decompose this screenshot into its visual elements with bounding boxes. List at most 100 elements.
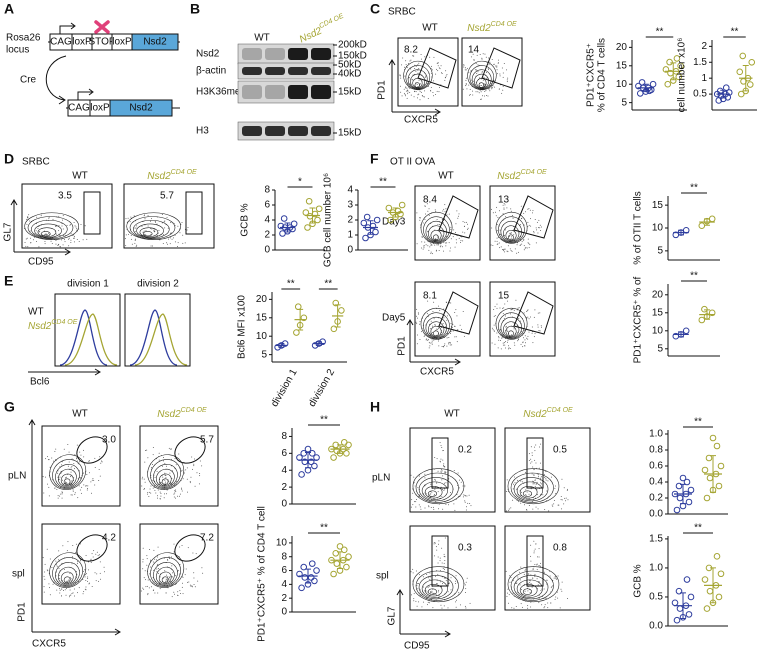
blot-band <box>288 126 308 136</box>
gate-value: 0.3 <box>458 543 472 554</box>
event-dot <box>457 472 459 474</box>
event-dot <box>438 340 440 342</box>
data-point <box>675 482 683 490</box>
event-dot <box>512 488 514 490</box>
event-dot <box>156 470 158 472</box>
event-dot <box>419 91 421 93</box>
event-dot <box>464 232 466 234</box>
event-dot <box>524 590 526 592</box>
event-dot <box>150 485 152 487</box>
event-dot <box>460 241 462 243</box>
event-dot <box>427 339 429 341</box>
event-dot <box>545 598 547 600</box>
event-dot <box>481 71 483 73</box>
event-dot <box>540 566 542 568</box>
event-dot <box>452 236 454 238</box>
event-dot <box>72 234 74 236</box>
event-dot <box>144 218 146 220</box>
event-dot <box>464 501 466 503</box>
event-dot <box>524 569 526 571</box>
flow-frame <box>409 427 496 513</box>
event-dot <box>433 80 435 82</box>
data-point <box>304 445 312 453</box>
event-dot <box>530 446 532 448</box>
event-dot <box>445 503 447 505</box>
event-dot <box>410 94 412 96</box>
event-dot <box>147 225 149 227</box>
event-dot <box>485 56 487 58</box>
event-dot <box>504 251 506 253</box>
event-dot <box>165 481 167 483</box>
event-dot <box>150 245 152 247</box>
event-dot <box>567 597 569 599</box>
event-dot <box>444 577 446 579</box>
event-dot <box>442 508 444 510</box>
event-dot <box>173 591 175 593</box>
axis-arrow <box>406 319 414 362</box>
event-dot <box>144 233 146 235</box>
event-dot <box>419 589 421 591</box>
event-dot <box>499 73 501 75</box>
event-dot <box>400 77 402 79</box>
event-dot <box>69 596 71 598</box>
event-dot <box>88 561 90 563</box>
event-dot <box>55 243 57 245</box>
event-dot <box>143 488 145 490</box>
event-dot <box>399 75 401 77</box>
event-dot <box>493 324 495 326</box>
event-dot <box>464 221 466 223</box>
blot-strip <box>237 121 335 141</box>
event-dot <box>24 242 26 244</box>
event-dot <box>68 238 70 240</box>
event-dot <box>186 229 188 231</box>
event-dot <box>508 347 510 349</box>
event-dot <box>537 476 539 478</box>
event-dot <box>498 242 500 244</box>
event-dot <box>55 240 57 242</box>
event-dot <box>432 588 434 590</box>
event-dot <box>162 476 164 478</box>
blot-row-label: H3K36me2 <box>196 87 246 98</box>
data-point <box>685 498 693 506</box>
event-dot <box>201 567 203 569</box>
event-dot <box>68 451 70 453</box>
event-dot <box>406 87 408 89</box>
event-dot <box>434 244 436 246</box>
event-dot <box>523 238 525 240</box>
gate-value: 0.8 <box>553 543 567 554</box>
event-dot <box>527 238 529 240</box>
event-dot <box>183 472 185 474</box>
flow-plot <box>397 37 459 107</box>
event-dot <box>513 342 515 344</box>
contour <box>55 561 80 586</box>
event-dot <box>79 560 81 562</box>
event-dot <box>516 252 518 254</box>
event-dot <box>441 607 443 609</box>
event-dot <box>418 79 420 81</box>
construct-label: Nsd2 <box>143 37 167 48</box>
event-dot <box>143 215 145 217</box>
event-dot <box>169 237 171 239</box>
event-dot <box>68 237 70 239</box>
gate <box>481 47 521 89</box>
flow-plot <box>409 525 496 611</box>
event-dot <box>487 69 489 71</box>
event-dot <box>557 504 559 506</box>
data-point <box>343 563 350 571</box>
event-dot <box>535 227 537 229</box>
event-dot <box>79 543 81 545</box>
event-dot <box>505 326 507 328</box>
event-dot <box>436 482 438 484</box>
event-dot <box>423 95 425 97</box>
event-dot <box>69 577 71 579</box>
event-dot <box>48 587 50 589</box>
event-dot <box>498 337 500 339</box>
event-dot <box>497 59 499 61</box>
event-dot <box>502 250 504 252</box>
y-tick-label: 0.6 <box>649 461 663 472</box>
event-dot <box>566 489 568 491</box>
event-dot <box>453 325 455 327</box>
event-dot <box>539 312 541 314</box>
event-dot <box>55 564 57 566</box>
event-dot <box>437 491 439 493</box>
